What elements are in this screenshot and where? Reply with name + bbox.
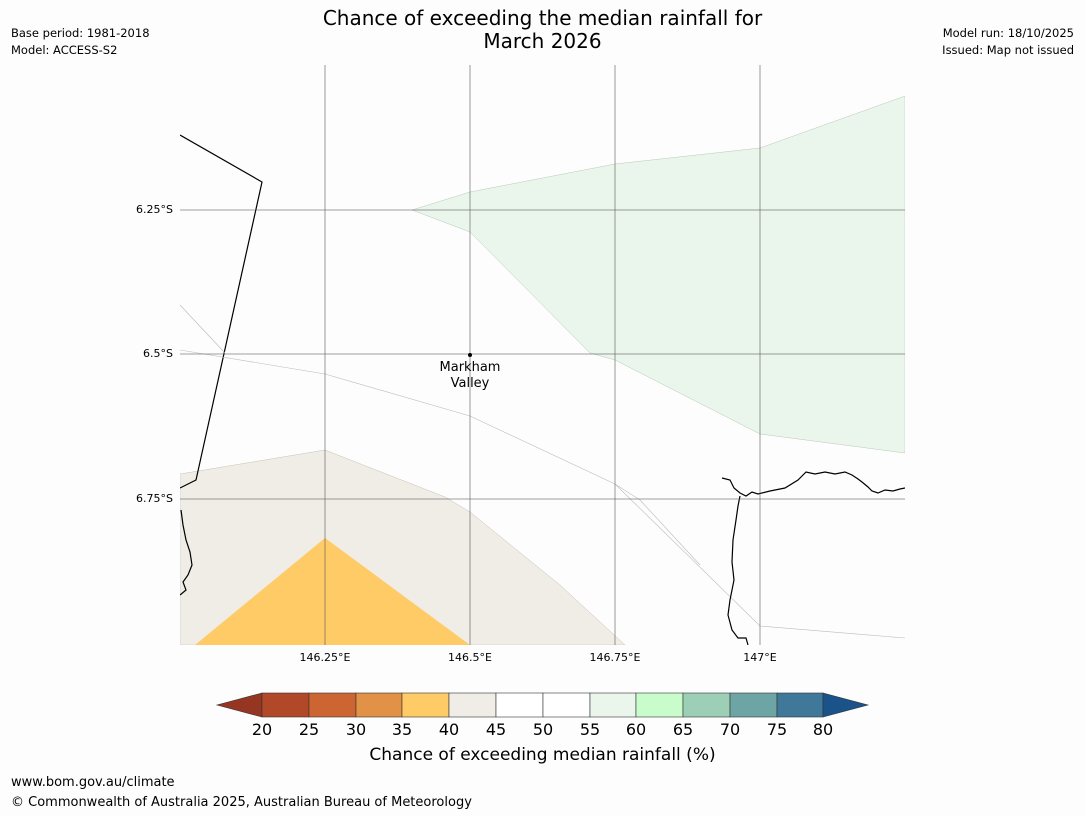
- region-35-40: [195, 538, 470, 645]
- colorbar-bin-55-60: [589, 692, 637, 718]
- colorbar-tick: 80: [812, 720, 834, 739]
- place-label: Markham Valley: [440, 360, 501, 392]
- colorbar-tick: 50: [532, 720, 554, 739]
- lon-label-146-25: 146.25°E: [299, 651, 351, 664]
- colorbar-bin-75-80: [776, 692, 824, 718]
- place-name-line-2: Valley: [450, 376, 490, 391]
- lon-label-147: 147°E: [743, 651, 777, 664]
- road-line-2: [180, 304, 226, 354]
- colorbar-tick: 25: [298, 720, 320, 739]
- colorbar-tick: 35: [391, 720, 413, 739]
- colorbar-bin-60-65: [635, 692, 684, 718]
- map-title: Chance of exceeding the median rainfall …: [0, 7, 1085, 53]
- lat-label-6-25: 6.25°S: [136, 203, 173, 216]
- title-line-1: Chance of exceeding the median rainfall …: [322, 6, 763, 30]
- colorbar-bin-35-40: [401, 692, 450, 718]
- colorbar-label: Chance of exceeding median rainfall (%): [369, 745, 716, 765]
- colorbar-tick: 75: [766, 720, 788, 739]
- lat-label-6-5: 6.5°S: [143, 347, 173, 360]
- map-area: [180, 65, 905, 645]
- coastline-left: [180, 509, 193, 596]
- colorbar-bin-65-70: [682, 692, 731, 718]
- colorbar-bin-50-55: [542, 692, 591, 718]
- graticule: [180, 65, 905, 645]
- meta-right: Model run: 18/10/2025 Issued: Map not is…: [942, 25, 1074, 59]
- colorbar-bin-25-30: [308, 692, 357, 718]
- issued-status: Issued: Map not issued: [942, 43, 1074, 57]
- colorbar-tick: 70: [719, 720, 741, 739]
- colorbar-bin-30-35: [355, 692, 403, 718]
- colorbar-tick: 60: [625, 720, 647, 739]
- colorbar-tick: 55: [579, 720, 601, 739]
- colorbar-over-arrow: [822, 692, 870, 718]
- colorbar-tick: 65: [672, 720, 694, 739]
- border-line: [180, 134, 263, 489]
- footer-url[interactable]: www.bom.gov.au/climate: [11, 775, 175, 790]
- road-line-3: [614, 483, 701, 566]
- colorbar-tick: 30: [345, 720, 367, 739]
- colorbar: [215, 692, 870, 718]
- lon-label-146-5: 146.5°E: [448, 651, 492, 664]
- colorbar-tick: 40: [438, 720, 460, 739]
- colorbar-tick: 45: [485, 720, 507, 739]
- colorbar-under-arrow: [215, 692, 263, 718]
- title-line-2: March 2026: [483, 29, 602, 53]
- colorbar-bin-20-25: [261, 692, 310, 718]
- region-55-60: [411, 95, 905, 454]
- meta-left: Base period: 1981-2018 Model: ACCESS-S2: [11, 25, 150, 59]
- colorbar-bin-45-50: [495, 692, 544, 718]
- base-period: Base period: 1981-2018: [11, 26, 150, 40]
- footer-copyright: © Commonwealth of Australia 2025, Austra…: [11, 795, 472, 810]
- place-name-line-1: Markham: [439, 360, 501, 375]
- lat-label-6-75: 6.75°S: [136, 492, 173, 505]
- colorbar-bin-70-75: [729, 692, 778, 718]
- coastline-right: [721, 471, 905, 645]
- colorbar-tick: 20: [251, 720, 273, 739]
- place-marker: [468, 353, 472, 357]
- model-run: Model run: 18/10/2025: [942, 26, 1074, 40]
- road-line-1: [180, 349, 905, 639]
- model-name: Model: ACCESS-S2: [11, 43, 118, 57]
- colorbar-bin-40-45: [448, 692, 497, 718]
- lon-label-146-75: 146.75°E: [589, 651, 641, 664]
